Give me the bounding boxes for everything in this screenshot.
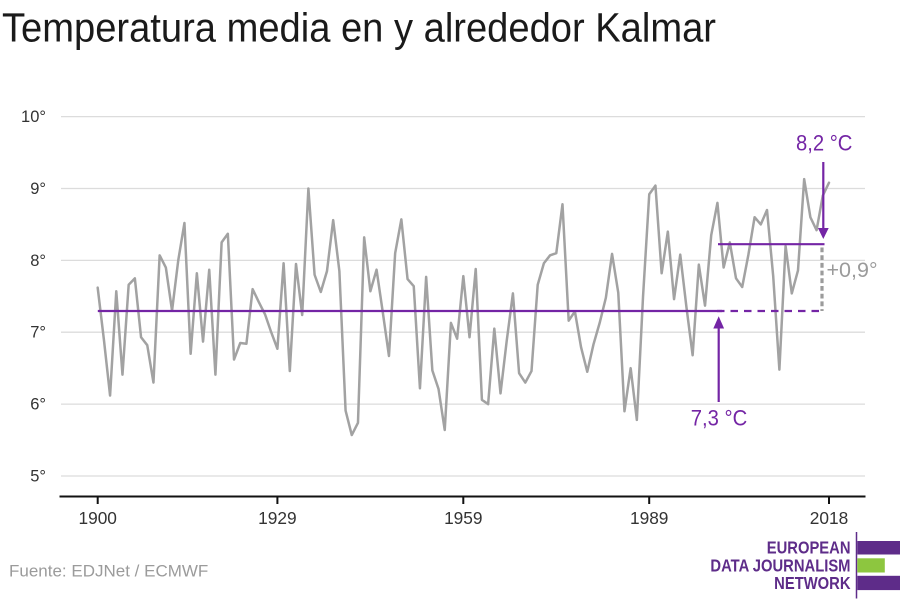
svg-text:1929: 1929 — [258, 508, 296, 528]
svg-text:1989: 1989 — [630, 508, 668, 528]
svg-text:EUROPEAN: EUROPEAN — [767, 538, 851, 557]
svg-text:6°: 6° — [30, 396, 46, 414]
svg-text:Temperatura media en y alreded: Temperatura media en y alrededor Kalmar — [2, 5, 716, 51]
svg-text:10°: 10° — [21, 108, 46, 126]
svg-text:7,3 °C: 7,3 °C — [691, 406, 748, 431]
svg-text:1959: 1959 — [444, 508, 482, 528]
svg-text:+0,9°: +0,9° — [827, 258, 878, 282]
svg-text:7°: 7° — [30, 324, 46, 342]
svg-text:9°: 9° — [30, 180, 46, 198]
svg-text:1900: 1900 — [78, 508, 116, 528]
svg-text:Fuente: EDJNet / ECMWF: Fuente: EDJNet / ECMWF — [9, 562, 208, 581]
svg-text:8°: 8° — [30, 252, 46, 270]
svg-text:2018: 2018 — [810, 508, 848, 528]
svg-text:8,2 °C: 8,2 °C — [796, 130, 853, 155]
svg-text:5°: 5° — [30, 468, 46, 486]
svg-text:NETWORK: NETWORK — [774, 574, 851, 593]
svg-text:DATA JOURNALISM: DATA JOURNALISM — [710, 557, 850, 576]
